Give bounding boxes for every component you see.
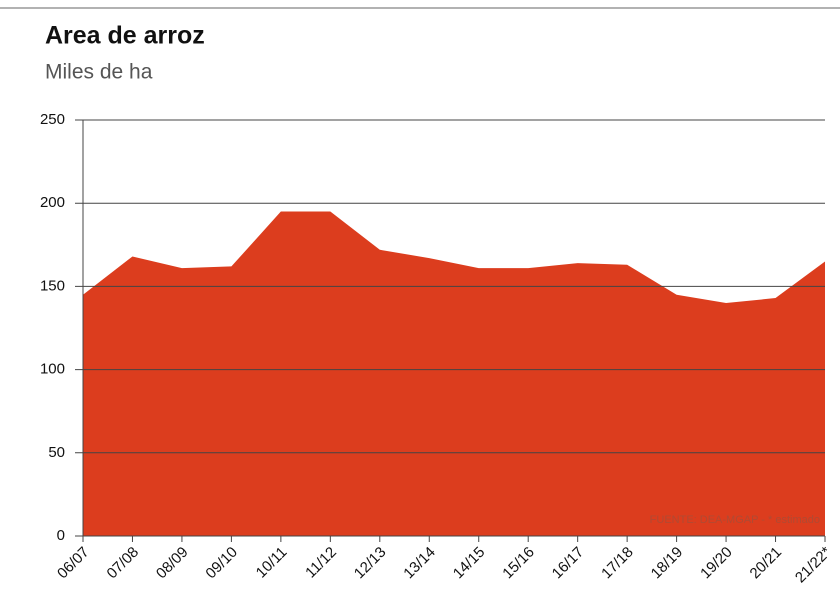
- y-tick-label: 150: [40, 277, 65, 294]
- area: [83, 211, 825, 536]
- x-tick-label: 21/22*: [792, 543, 835, 586]
- x-tick-label: 15/16: [499, 544, 538, 583]
- y-tick-label: 0: [57, 527, 65, 544]
- x-tick-label: 09/10: [202, 544, 241, 583]
- y-tick-label: 200: [40, 194, 65, 211]
- x-tick-label: 16/17: [549, 544, 588, 583]
- x-tick-label: 06/07: [54, 544, 93, 583]
- y-tick-label: 50: [48, 444, 65, 461]
- x-tick-label: 17/18: [598, 544, 637, 583]
- x-tick-label: 07/08: [104, 544, 143, 583]
- x-tick-label: 11/12: [302, 544, 340, 582]
- x-tick-label: 14/15: [450, 544, 489, 583]
- x-tick-label: 19/20: [697, 544, 736, 583]
- x-tick-label: 12/13: [351, 544, 390, 583]
- x-tick-label: 18/19: [648, 544, 687, 583]
- chart-title: Area de arroz: [45, 22, 205, 50]
- y-tick-label: 100: [40, 361, 65, 378]
- x-tick-label: 10/11: [253, 544, 291, 582]
- chart-subtitle: Miles de ha: [45, 61, 153, 84]
- x-tick-label: 08/09: [153, 544, 192, 583]
- x-tick-label: 20/21: [747, 544, 786, 583]
- y-tick-label: 250: [40, 111, 65, 128]
- x-tick-label: 13/14: [400, 544, 439, 583]
- source-note: FUENTE: DEA-MGAP - * estimado: [650, 514, 820, 526]
